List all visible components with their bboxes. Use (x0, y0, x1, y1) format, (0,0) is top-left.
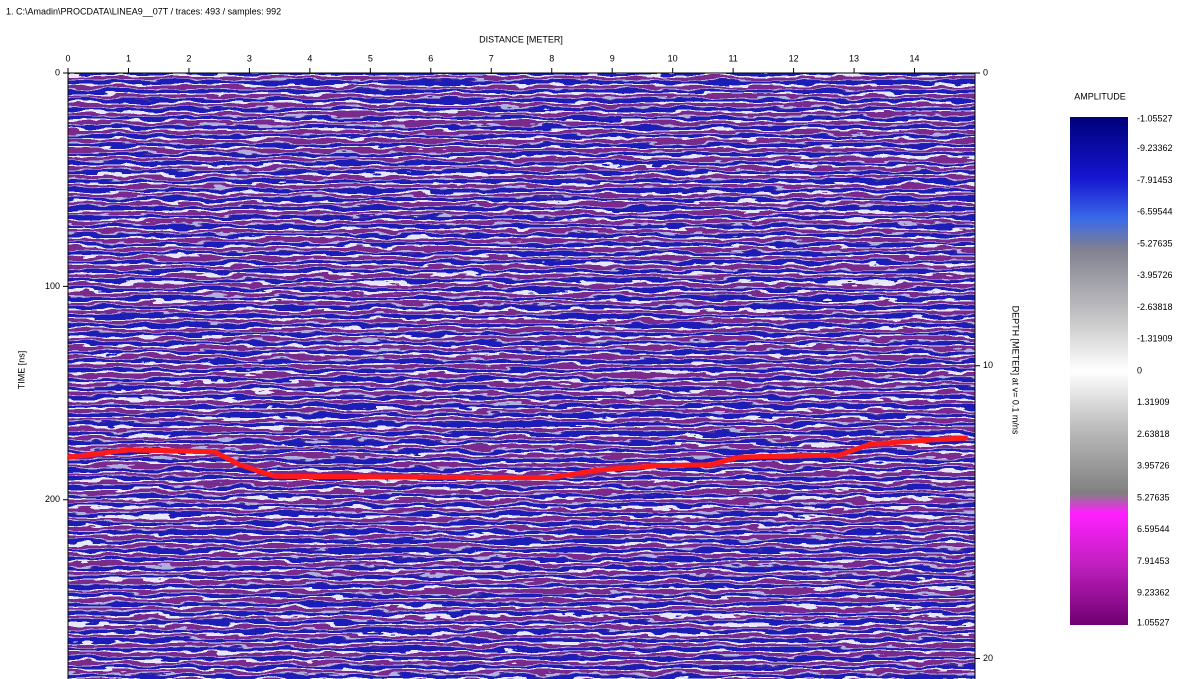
colorbar-label: 1.05527 (1137, 617, 1170, 627)
colorbar-label: -3.95726 (1137, 270, 1173, 280)
window-header: 1. C:\Amadin\PROCDATA\LINEA9__07T / trac… (6, 6, 281, 16)
x-tick-label: 10 (668, 53, 678, 63)
colorbar-label: 0 (1137, 365, 1142, 375)
x-tick-label: 14 (910, 53, 920, 63)
x-tick-label: 13 (849, 53, 859, 63)
x-tick-label: 11 (728, 53, 737, 63)
colorbar-label: -1.31909 (1137, 334, 1173, 344)
x-tick-label: 9 (610, 53, 615, 63)
radargram-image (68, 73, 975, 679)
horizon-line (67, 435, 968, 481)
x-tick-label: 0 (65, 53, 70, 63)
colorbar-label: 6.59544 (1137, 524, 1170, 534)
colorbar-label: -7.91453 (1137, 175, 1173, 185)
y2-tick-label: 0 (983, 67, 988, 77)
colorbar-title: AMPLITUDE (1074, 91, 1126, 101)
x-tick-label: 6 (428, 53, 433, 63)
x-axis-title: DISTANCE [METER] (479, 34, 563, 44)
colorbar-label: -6.59544 (1137, 207, 1173, 217)
x-tick-label: 4 (307, 53, 312, 63)
x-tick-label: 8 (549, 53, 554, 63)
y-axis-title: TIME [ns] (16, 351, 26, 390)
x-tick-label: 3 (247, 53, 252, 63)
colorbar-label: 2.63818 (1137, 429, 1170, 439)
colorbar (1070, 117, 1128, 625)
colorbar-label: 5.27635 (1137, 492, 1170, 502)
x-tick-label: 12 (789, 53, 799, 63)
colorbar-label: 3.95726 (1137, 461, 1170, 471)
x-tick-label: 5 (368, 53, 373, 63)
y-tick-label: 100 (45, 281, 60, 291)
colorbar-label: 1.31909 (1137, 397, 1170, 407)
y2-tick-label: 10 (983, 360, 993, 370)
trace-texture (68, 73, 975, 679)
colorbar-label: -9.23362 (1137, 143, 1173, 153)
x-tick-label: 1 (126, 53, 131, 63)
y-tick-label: 200 (45, 494, 60, 504)
y2-axis-title: DEPTH [METER] at v= 0.1 m/ns (1011, 306, 1021, 435)
x-tick-label: 2 (186, 53, 191, 63)
colorbar-label: 7.91453 (1137, 556, 1170, 566)
colorbar-label: -2.63818 (1137, 302, 1173, 312)
colorbar-label: -1.05527 (1137, 113, 1173, 123)
y-tick-label: 0 (55, 67, 60, 77)
colorbar-label: 9.23362 (1137, 588, 1170, 598)
colorbar-label: -5.27635 (1137, 238, 1173, 248)
y2-tick-label: 20 (983, 653, 993, 663)
x-tick-label: 7 (489, 53, 494, 63)
